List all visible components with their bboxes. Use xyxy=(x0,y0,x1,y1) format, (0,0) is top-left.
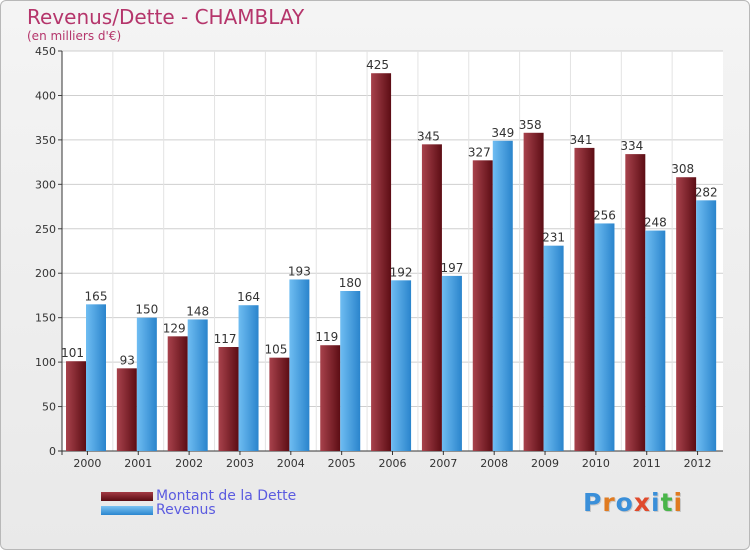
bar-revenus-2006 xyxy=(391,280,412,451)
bar-dette-2000 xyxy=(66,361,86,451)
data-label-revenus-2000: 165 xyxy=(85,289,108,303)
x-tick-label: 2008 xyxy=(480,457,508,470)
data-label-revenus-2008: 349 xyxy=(491,126,514,140)
data-label-revenus-2001: 150 xyxy=(135,303,158,317)
data-label-revenus-2012: 282 xyxy=(695,185,718,199)
bar-revenus-2001 xyxy=(136,317,157,451)
data-label-dette-2005: 119 xyxy=(315,330,338,344)
logo-letter: r xyxy=(602,488,616,517)
x-tick-label: 2003 xyxy=(226,457,254,470)
x-tick-label: 2006 xyxy=(379,457,407,470)
data-label-dette-2004: 105 xyxy=(264,343,287,357)
y-tick-label: 0 xyxy=(49,445,56,458)
bar-revenus-2012 xyxy=(696,200,717,451)
x-tick-label: 2000 xyxy=(73,457,101,470)
bar-dette-2010 xyxy=(574,147,595,451)
data-label-dette-2007: 345 xyxy=(417,129,440,143)
logo-letter: o xyxy=(615,488,634,517)
bar-revenus-2007 xyxy=(441,275,462,451)
bar-revenus-2004 xyxy=(289,279,310,451)
data-label-revenus-2005: 180 xyxy=(339,276,362,290)
bar-dette-2007 xyxy=(421,144,442,452)
legend-swatch-revenus xyxy=(101,505,153,515)
bar-dette-2012 xyxy=(676,177,697,451)
bar-dette-2003 xyxy=(218,347,239,451)
logo-letter: i xyxy=(673,488,684,517)
chart-subtitle: (en milliers d'€) xyxy=(27,29,122,43)
y-tick-label: 200 xyxy=(35,267,56,280)
x-tick-label: 2011 xyxy=(633,457,661,470)
data-label-dette-2002: 129 xyxy=(163,321,186,335)
x-tick-label: 2001 xyxy=(124,457,152,470)
data-label-dette-2001: 93 xyxy=(120,353,135,367)
data-label-dette-2012: 308 xyxy=(671,162,694,176)
data-label-revenus-2002: 148 xyxy=(186,304,209,318)
y-tick-label: 250 xyxy=(35,223,56,236)
y-tick-label: 350 xyxy=(35,134,56,147)
legend-item-dette: Montant de la Dette xyxy=(101,488,296,504)
bar-revenus-2002 xyxy=(187,319,208,451)
x-tick-label: 2004 xyxy=(277,457,305,470)
logo-letter: i xyxy=(651,488,661,517)
bar-revenus-2009 xyxy=(543,245,564,451)
bar-revenus-2003 xyxy=(238,305,259,451)
logo-letter: x xyxy=(633,488,651,517)
logo-letter: P xyxy=(583,488,603,517)
logo-letter: t xyxy=(660,488,674,517)
legend-label-dette: Montant de la Dette xyxy=(156,488,297,504)
y-tick-label: 100 xyxy=(35,356,56,369)
data-label-revenus-2003: 164 xyxy=(237,290,260,304)
x-tick-label: 2002 xyxy=(175,457,203,470)
x-tick-label: 2009 xyxy=(531,457,559,470)
bar-revenus-2010 xyxy=(594,223,615,451)
x-tick-label: 2012 xyxy=(684,457,712,470)
legend-swatch-dette xyxy=(101,491,153,501)
chart-title: Revenus/Dette - CHAMBLAY xyxy=(27,5,305,29)
y-tick-label: 150 xyxy=(35,312,56,325)
data-label-revenus-2007: 197 xyxy=(440,261,463,275)
bar-revenus-2008 xyxy=(492,140,513,451)
x-tick-label: 2005 xyxy=(328,457,356,470)
data-label-dette-2006: 425 xyxy=(366,58,389,72)
data-label-dette-2008: 327 xyxy=(468,145,491,159)
bar-dette-2002 xyxy=(167,336,188,451)
x-tick-label: 2010 xyxy=(582,457,610,470)
x-tick-label: 2007 xyxy=(429,457,457,470)
y-tick-label: 450 xyxy=(35,45,56,58)
bar-dette-2008 xyxy=(472,160,493,452)
bar-dette-2005 xyxy=(320,345,341,451)
bar-dette-2011 xyxy=(625,154,646,451)
data-label-revenus-2009: 231 xyxy=(542,231,565,245)
data-label-revenus-2004: 193 xyxy=(288,264,311,278)
bar-dette-2001 xyxy=(116,368,137,451)
legend-label-revenus: Revenus xyxy=(156,502,216,518)
data-label-dette-2010: 341 xyxy=(570,133,593,147)
bar-revenus-2005 xyxy=(340,291,361,451)
data-label-dette-2003: 117 xyxy=(214,332,237,346)
bar-dette-2006 xyxy=(371,73,392,451)
data-label-revenus-2011: 248 xyxy=(644,216,667,230)
bar-revenus-2000 xyxy=(86,304,106,451)
legend-item-revenus: Revenus xyxy=(101,502,216,518)
data-label-dette-2000: 101 xyxy=(61,346,84,360)
y-tick-label: 400 xyxy=(35,89,56,102)
bar-dette-2009 xyxy=(523,132,544,451)
y-tick-label: 300 xyxy=(35,178,56,191)
proxiti-logo: Proxiti xyxy=(583,488,683,517)
data-label-dette-2011: 334 xyxy=(620,139,643,153)
y-tick-label: 50 xyxy=(42,401,56,414)
data-label-revenus-2006: 192 xyxy=(390,265,413,279)
bar-revenus-2011 xyxy=(645,230,666,451)
data-label-revenus-2010: 256 xyxy=(593,208,616,222)
bar-dette-2004 xyxy=(269,357,290,451)
data-label-dette-2009: 358 xyxy=(519,118,542,132)
